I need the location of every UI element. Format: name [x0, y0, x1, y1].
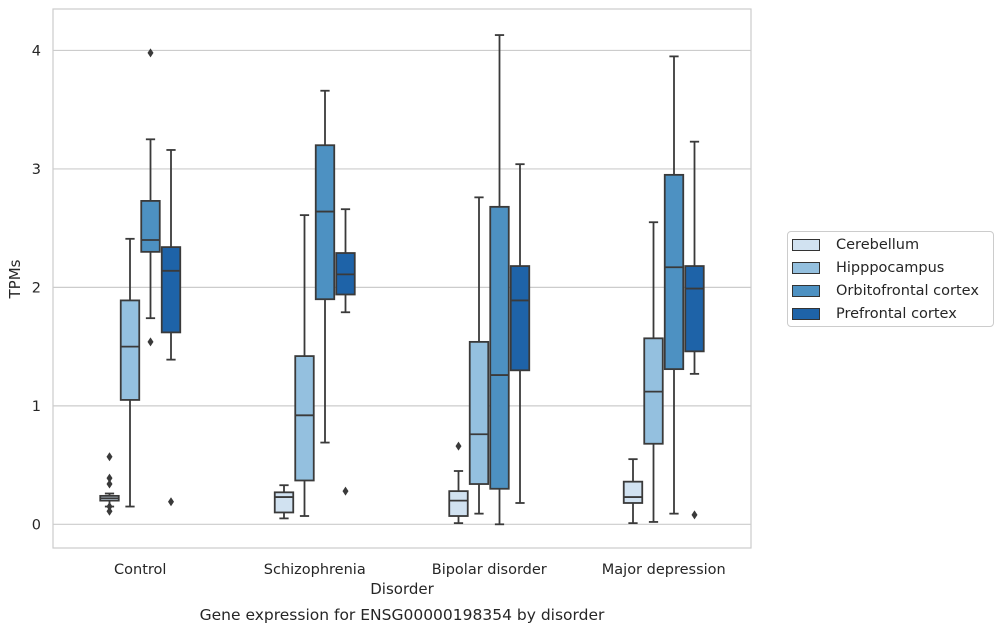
outlier-point: [147, 48, 154, 58]
legend-swatch: [792, 285, 820, 297]
iqr-box: [663, 173, 685, 371]
legend-label: Cerebellum: [836, 237, 920, 253]
box-plot-box: [684, 140, 705, 520]
x-tick-label: Control: [114, 562, 166, 578]
legend-label: Orbitofrontal cortex: [836, 283, 979, 299]
x-axis-label: Disorder: [370, 580, 434, 598]
iqr-box: [448, 490, 469, 517]
grid-lines: [53, 49, 751, 525]
legend-item-cerebellum: Cerebellum: [792, 235, 919, 255]
legend-swatch: [792, 308, 820, 320]
box-plot-box: [273, 484, 295, 520]
outlier-point: [342, 486, 349, 496]
legend-item-orbitofrontal-cortex: Orbitofrontal cortex: [792, 281, 979, 301]
y-tick-label: 1: [32, 399, 41, 415]
chart-caption: Gene expression for ENSG00000198354 by d…: [199, 606, 605, 624]
outlier-point: [106, 479, 113, 489]
outlier-point: [106, 452, 113, 462]
iqr-box: [160, 246, 182, 334]
box-plot-box: [448, 441, 469, 525]
y-tick-label: 2: [32, 280, 41, 296]
outlier-point: [147, 337, 154, 347]
legend-label: Prefrontal cortex: [836, 306, 957, 322]
box-plot-box: [140, 48, 161, 347]
box-plot-series: [99, 34, 705, 526]
plot-frame: [52, 8, 752, 549]
outlier-point: [455, 441, 462, 451]
legend: Cerebellum Hipppocampus Orbitofrontal co…: [787, 231, 994, 327]
box-plot-box: [99, 452, 120, 516]
x-tick-label: Bipolar disorder: [432, 562, 547, 578]
iqr-box: [622, 480, 644, 504]
iqr-box: [314, 144, 336, 301]
box-plot-box: [468, 196, 490, 515]
legend-swatch: [792, 262, 820, 274]
iqr-box: [273, 491, 295, 514]
box-plot-box: [335, 208, 356, 496]
y-tick-label: 4: [32, 43, 41, 59]
box-plot-box: [643, 221, 664, 523]
box-plot-box: [314, 89, 336, 444]
box-plot-box: [294, 214, 315, 517]
y-tick-label: 0: [32, 517, 41, 533]
box-plot-box: [160, 149, 182, 507]
iqr-box: [294, 355, 315, 482]
box-plot-box: [663, 55, 685, 515]
legend-item-prefrontal-cortex: Prefrontal cortex: [792, 304, 957, 324]
legend-swatch: [792, 239, 820, 251]
iqr-box: [119, 299, 141, 401]
outlier-point: [168, 497, 174, 507]
iqr-box: [489, 205, 510, 490]
iqr-box: [140, 200, 161, 253]
x-tick-label: Schizophrenia: [264, 562, 366, 578]
box-plot-box: [622, 458, 644, 525]
box-plot-box: [509, 163, 531, 504]
iqr-box: [468, 340, 490, 485]
iqr-box: [684, 265, 705, 353]
legend-label: Hipppocampus: [836, 260, 945, 276]
iqr-box: [509, 265, 531, 372]
outlier-point: [106, 473, 113, 483]
box-plot-box: [489, 34, 510, 526]
y-axis-label: TPMs: [6, 259, 24, 299]
outlier-point: [106, 506, 113, 516]
x-tick-label: Major depression: [602, 562, 726, 578]
box-plot-box: [119, 237, 141, 508]
outlier-point: [106, 502, 113, 512]
y-tick-label: 3: [32, 162, 41, 178]
legend-item-hippocampus: Hipppocampus: [792, 258, 944, 278]
axis-ticks: 0 1 2 3 4 Control Schizophrenia Bipolar disorde…: [32, 43, 726, 578]
outlier-point: [691, 510, 698, 520]
